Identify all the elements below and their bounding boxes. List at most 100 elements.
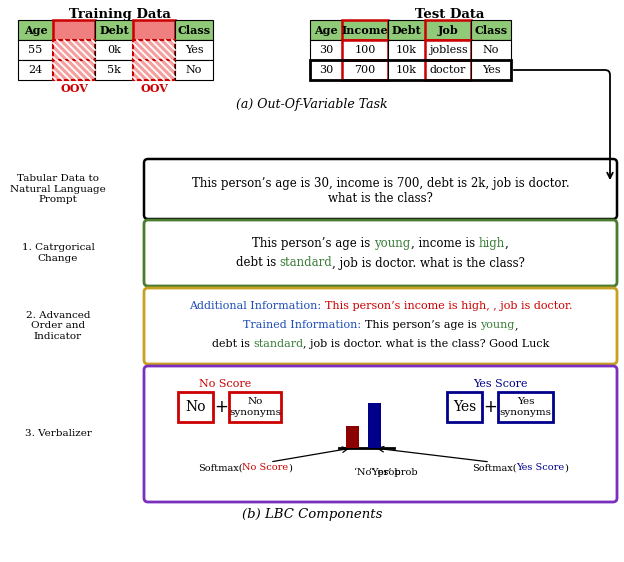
FancyBboxPatch shape [144, 288, 617, 364]
Text: Yes: Yes [482, 65, 500, 75]
Text: No: No [483, 45, 499, 55]
Bar [388, 20, 425, 40]
Text: OOV: OOV [60, 83, 88, 94]
Text: No
synonyms: No synonyms [229, 397, 281, 416]
FancyBboxPatch shape [144, 220, 617, 286]
Text: , job is doctor. what is the class?: , job is doctor. what is the class? [333, 256, 525, 270]
Bar [447, 392, 482, 422]
Text: 0k: 0k [107, 45, 121, 55]
Bar [342, 60, 388, 80]
Text: Class: Class [474, 25, 507, 35]
FancyBboxPatch shape [144, 366, 617, 502]
Text: +: + [483, 398, 497, 416]
Text: standard: standard [280, 256, 333, 270]
Text: 3. Verbalizer: 3. Verbalizer [24, 429, 92, 438]
Text: debt is: debt is [236, 256, 280, 270]
Text: young: young [480, 320, 514, 330]
Bar [133, 20, 175, 40]
Bar [175, 20, 213, 40]
Text: No Score: No Score [199, 379, 251, 389]
Text: high: high [479, 237, 505, 250]
Text: 30: 30 [319, 45, 333, 55]
Text: (a) Out-Of-Variable Task: (a) Out-Of-Variable Task [236, 98, 388, 111]
Text: No: No [186, 65, 202, 75]
Text: jobless: jobless [429, 45, 467, 55]
Text: Tabular Data to
Natural Language
Prompt: Tabular Data to Natural Language Prompt [10, 174, 106, 204]
Text: ,: , [505, 237, 509, 250]
Text: young: young [374, 237, 411, 250]
Bar [18, 20, 53, 40]
Text: No Score: No Score [242, 464, 288, 473]
Text: 1. Catrgorical
Change: 1. Catrgorical Change [22, 243, 94, 262]
Bar [310, 40, 342, 60]
Text: Softmax(: Softmax( [472, 464, 516, 473]
FancyBboxPatch shape [144, 159, 617, 219]
Text: 5k: 5k [107, 65, 121, 75]
Text: Additional Information:: Additional Information: [189, 301, 324, 311]
Bar [388, 40, 425, 60]
Text: 24: 24 [28, 65, 42, 75]
Bar [133, 60, 175, 80]
Text: This person’s age is 30, income is 700, debt is 2k, job is doctor.: This person’s age is 30, income is 700, … [192, 178, 569, 191]
Text: OOV: OOV [140, 83, 168, 94]
Bar [53, 40, 95, 60]
Text: 10k: 10k [396, 45, 417, 55]
Bar [95, 20, 133, 40]
Text: Yes Score: Yes Score [516, 464, 565, 473]
Bar [346, 426, 359, 448]
Bar [471, 40, 511, 60]
Text: Debt: Debt [392, 25, 421, 35]
Text: Class: Class [177, 25, 210, 35]
Bar [18, 60, 53, 80]
Bar [178, 392, 213, 422]
Bar [342, 20, 388, 40]
Bar [425, 60, 471, 80]
Text: Test Data: Test Data [416, 8, 485, 21]
Bar [388, 60, 425, 80]
Text: Training Data: Training Data [69, 8, 171, 21]
Bar [471, 60, 511, 80]
Bar [425, 40, 471, 60]
Text: Yes Score: Yes Score [473, 379, 527, 389]
Text: ): ) [288, 464, 292, 473]
Bar [175, 40, 213, 60]
Text: , job is doctor. what is the class? Good Luck: , job is doctor. what is the class? Good… [303, 339, 550, 349]
Bar [342, 40, 388, 60]
Text: No: No [185, 400, 206, 414]
Bar [95, 40, 133, 60]
Bar [53, 20, 95, 40]
Text: ): ) [565, 464, 568, 473]
Text: , income is: , income is [411, 237, 479, 250]
Bar [498, 392, 553, 422]
Text: Trained Information:: Trained Information: [243, 320, 364, 330]
Bar [310, 60, 511, 80]
Text: ,: , [514, 320, 518, 330]
Text: 55: 55 [28, 45, 42, 55]
Bar [18, 40, 53, 60]
Text: Age: Age [314, 25, 338, 35]
Text: 700: 700 [354, 65, 376, 75]
Text: This person’s age is: This person’s age is [364, 320, 480, 330]
Text: Yes
synonyms: Yes synonyms [499, 397, 552, 416]
Bar [368, 403, 381, 448]
Text: ‘Yes’ prob: ‘Yes’ prob [369, 468, 417, 477]
Text: (b) LBC Components: (b) LBC Components [242, 508, 382, 521]
Text: Yes: Yes [185, 45, 203, 55]
Bar [310, 60, 342, 80]
Text: Age: Age [24, 25, 47, 35]
Text: 100: 100 [354, 45, 376, 55]
Text: debt is: debt is [212, 339, 253, 349]
Text: what is the class?: what is the class? [328, 193, 433, 206]
Text: Income: Income [342, 25, 388, 35]
Text: doctor: doctor [430, 65, 466, 75]
Text: This person’s income is high, , job is doctor.: This person’s income is high, , job is d… [324, 301, 572, 311]
Bar [95, 60, 133, 80]
Bar [175, 60, 213, 80]
Text: Yes: Yes [453, 400, 476, 414]
Text: Debt: Debt [99, 25, 129, 35]
Text: 2. Advanced
Order and
Indicator: 2. Advanced Order and Indicator [26, 311, 90, 341]
Bar [425, 20, 471, 40]
Text: Softmax(: Softmax( [198, 464, 242, 473]
Text: 30: 30 [319, 65, 333, 75]
Text: ‘No’ prob: ‘No’ prob [354, 468, 401, 477]
